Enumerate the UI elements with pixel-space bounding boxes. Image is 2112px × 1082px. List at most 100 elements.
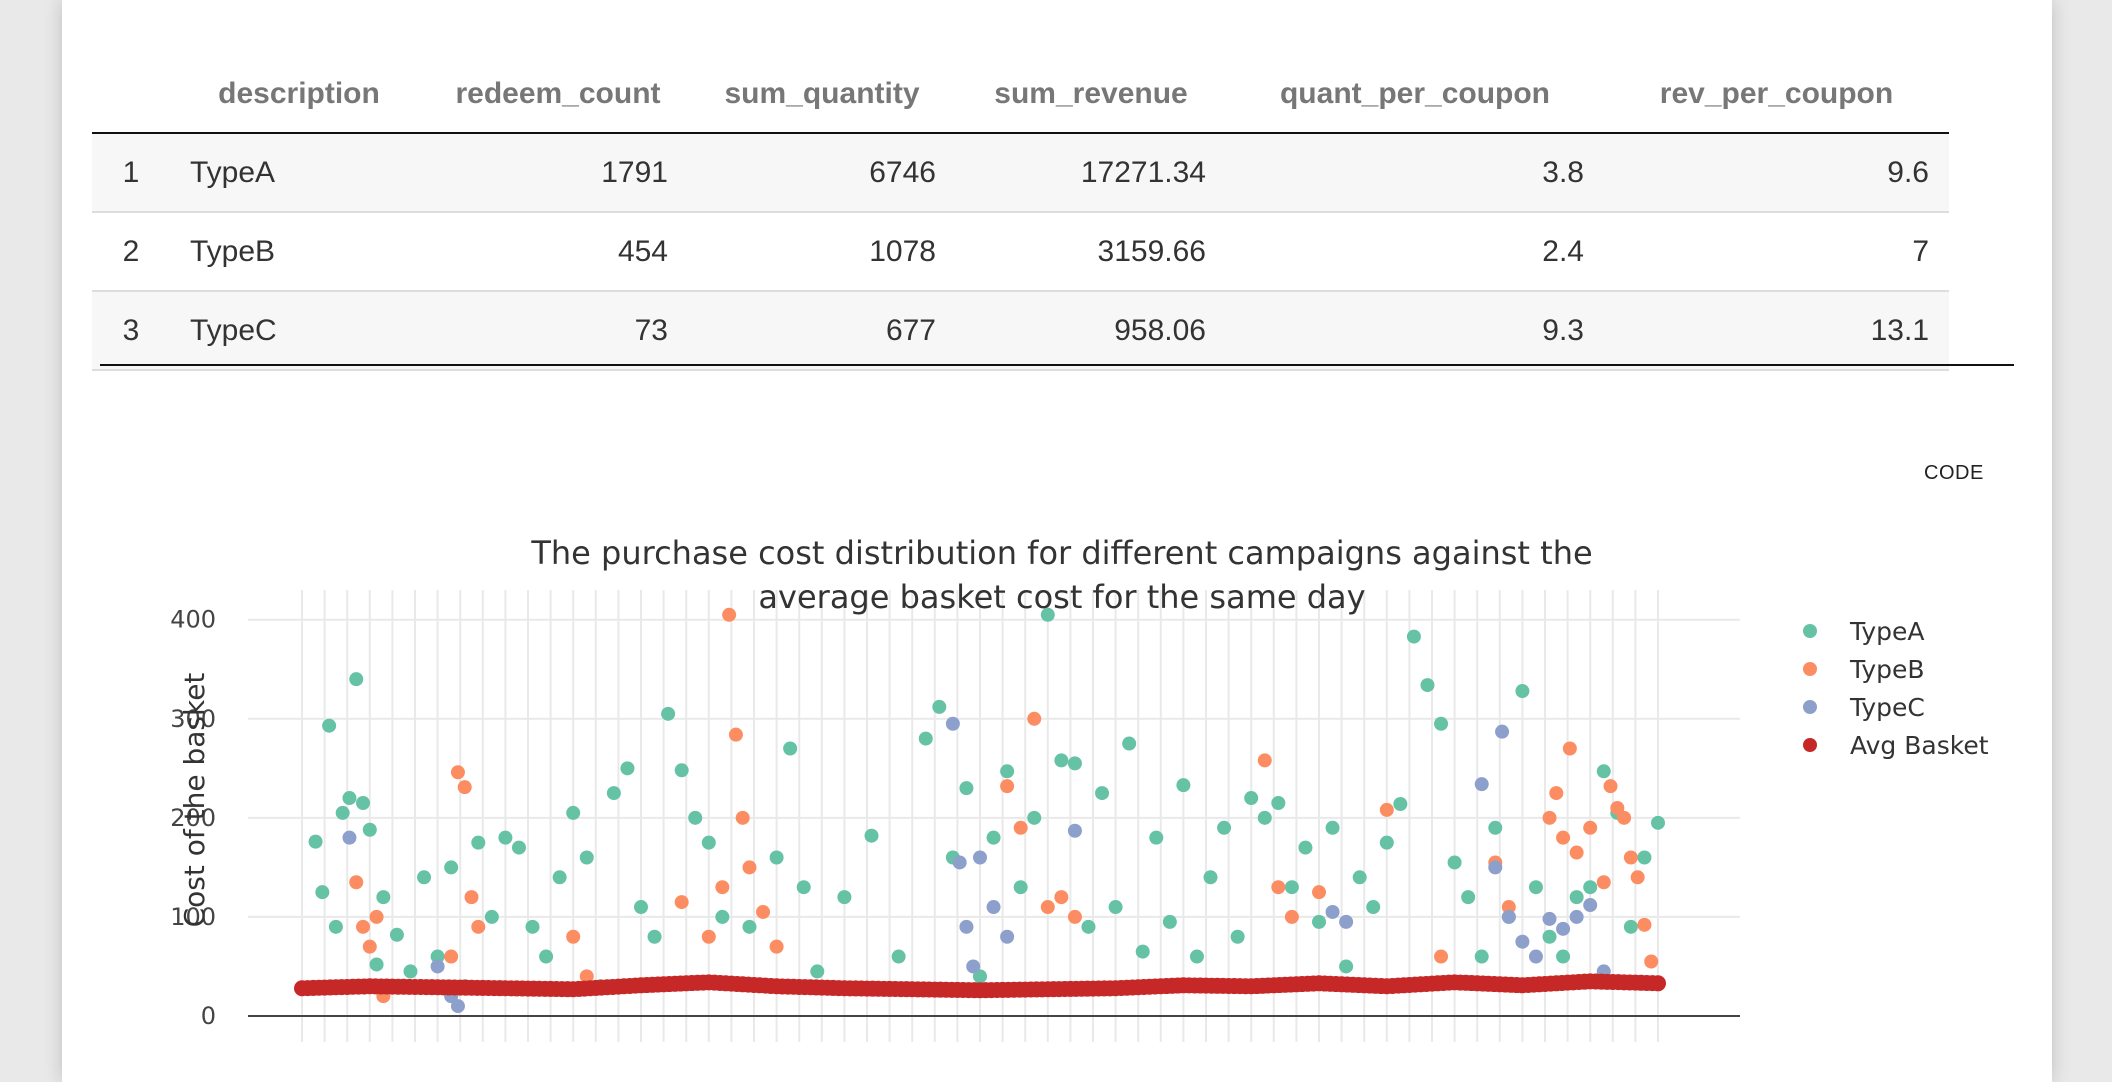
table-row[interactable]: 3 TypeC 73 677 958.06 9.3 13.1 bbox=[92, 291, 1949, 371]
data-point-typec bbox=[1495, 724, 1510, 739]
data-point-typea bbox=[1651, 815, 1665, 830]
data-point-typea bbox=[430, 949, 445, 964]
data-point-typec bbox=[1501, 909, 1516, 924]
data-point-typea bbox=[1379, 835, 1394, 850]
data-point-typeb bbox=[566, 929, 581, 944]
data-point-typea bbox=[511, 840, 526, 855]
col-header-sum-revenue[interactable]: sum_revenue bbox=[956, 56, 1226, 134]
data-point-typea bbox=[1203, 870, 1218, 885]
cell-redeem-count: 454 bbox=[428, 212, 688, 292]
data-point-typea bbox=[484, 909, 499, 924]
data-point-typea bbox=[308, 834, 323, 849]
data-point-avg-basket bbox=[1650, 975, 1666, 992]
data-point-typea bbox=[1067, 756, 1082, 771]
data-point-typea bbox=[525, 919, 540, 934]
row-index: 2 bbox=[92, 212, 170, 292]
data-point-typeb bbox=[1000, 779, 1015, 794]
data-point-typeb bbox=[1284, 909, 1299, 924]
data-point-typea bbox=[1556, 949, 1571, 964]
data-point-typea bbox=[349, 672, 364, 687]
data-point-typea bbox=[1013, 880, 1028, 895]
data-point-typea bbox=[1284, 880, 1299, 895]
chart-svg: 0 100 200 300 400 Cost of the basket The purch… bbox=[170, 534, 1989, 1042]
data-point-typeb bbox=[1603, 779, 1618, 794]
data-point-typea bbox=[1217, 820, 1232, 835]
data-point-typea bbox=[376, 890, 391, 905]
page: description redeem_count sum_quantity su… bbox=[62, 0, 2052, 1082]
data-point-typeb bbox=[464, 890, 479, 905]
data-point-typea bbox=[1189, 949, 1204, 964]
data-point-typea bbox=[1596, 764, 1611, 779]
cell-sum-quantity: 6746 bbox=[688, 133, 956, 213]
table-row[interactable]: 1 TypeA 1791 6746 17271.34 3.8 9.6 bbox=[92, 133, 1949, 213]
col-header-index[interactable] bbox=[92, 56, 170, 134]
cell-quant-per-coupon: 2.4 bbox=[1226, 212, 1604, 292]
data-point-typea bbox=[579, 850, 594, 865]
data-point-typeb bbox=[735, 810, 750, 825]
data-point-typeb bbox=[1312, 885, 1326, 900]
data-point-typec bbox=[1325, 904, 1340, 919]
data-point-typea bbox=[322, 718, 337, 733]
y-tick-label: 100 bbox=[170, 903, 216, 931]
data-point-typeb bbox=[756, 904, 771, 919]
data-point-typea bbox=[403, 964, 418, 979]
data-point-typeb bbox=[471, 919, 486, 934]
data-point-typea bbox=[1257, 810, 1272, 825]
scatter-chart: 0 100 200 300 400 Cost of the basket The purch… bbox=[62, 530, 2052, 1082]
col-header-description[interactable]: description bbox=[170, 56, 428, 134]
data-point-typea bbox=[1434, 716, 1449, 731]
data-point-typea bbox=[1312, 914, 1326, 929]
data-point-typea bbox=[1339, 959, 1354, 974]
data-point-typec bbox=[1000, 929, 1015, 944]
legend-label: Avg Basket bbox=[1850, 731, 1989, 760]
data-point-typea bbox=[1623, 919, 1638, 934]
col-header-rev-per-coupon[interactable]: rev_per_coupon bbox=[1604, 56, 1949, 134]
data-point-typec bbox=[450, 999, 465, 1014]
y-tick-label: 400 bbox=[170, 606, 216, 634]
data-point-typeb bbox=[1617, 810, 1632, 825]
col-header-quant-per-coupon[interactable]: quant_per_coupon bbox=[1226, 56, 1604, 134]
data-point-typeb bbox=[1054, 890, 1069, 905]
data-point-typea bbox=[973, 969, 987, 984]
data-point-typea bbox=[932, 699, 947, 714]
data-point-typec bbox=[1556, 921, 1571, 936]
legend-marker bbox=[1803, 700, 1817, 714]
data-point-typeb bbox=[349, 875, 364, 890]
table-bottom-rule bbox=[100, 364, 2014, 366]
data-point-typeb bbox=[715, 880, 730, 895]
data-point-typea bbox=[959, 781, 974, 796]
data-point-typea bbox=[328, 919, 343, 934]
table-row[interactable]: 2 TypeB 454 1078 3159.66 2.4 7 bbox=[92, 212, 1949, 292]
data-point-typea bbox=[1135, 944, 1150, 959]
data-point-typea bbox=[1027, 810, 1042, 825]
data-point-typea bbox=[552, 870, 567, 885]
data-point-typeb bbox=[579, 969, 594, 984]
data-point-typea bbox=[539, 949, 554, 964]
data-point-typea bbox=[1244, 791, 1259, 806]
data-point-typea bbox=[661, 706, 676, 721]
data-point-typea bbox=[1081, 919, 1096, 934]
y-tick-label: 200 bbox=[170, 804, 216, 832]
col-header-redeem-count[interactable]: redeem_count bbox=[428, 56, 688, 134]
data-point-typeb bbox=[1610, 800, 1625, 815]
data-point-typeb bbox=[674, 895, 689, 910]
data-point-typea bbox=[1054, 753, 1069, 768]
data-point-typea bbox=[1447, 855, 1462, 870]
data-point-typeb bbox=[450, 765, 465, 780]
data-point-typeb bbox=[1644, 954, 1659, 969]
code-button[interactable]: CODE bbox=[1924, 462, 1984, 484]
data-point-typec bbox=[1067, 823, 1082, 838]
cell-rev-per-coupon: 9.6 bbox=[1604, 133, 1949, 213]
legend-label: TypeA bbox=[1849, 617, 1925, 646]
data-point-typec bbox=[986, 900, 1001, 915]
data-point-typea bbox=[891, 949, 906, 964]
table-header-row: description redeem_count sum_quantity su… bbox=[92, 56, 1949, 134]
row-index: 3 bbox=[92, 291, 170, 371]
data-point-typea bbox=[1040, 607, 1055, 622]
data-point-typea bbox=[417, 870, 432, 885]
data-point-typea bbox=[566, 805, 581, 820]
data-point-typea bbox=[1122, 736, 1137, 751]
series-typea bbox=[308, 607, 1665, 994]
legend-label: TypeB bbox=[1849, 655, 1925, 684]
col-header-sum-quantity[interactable]: sum_quantity bbox=[688, 56, 956, 134]
